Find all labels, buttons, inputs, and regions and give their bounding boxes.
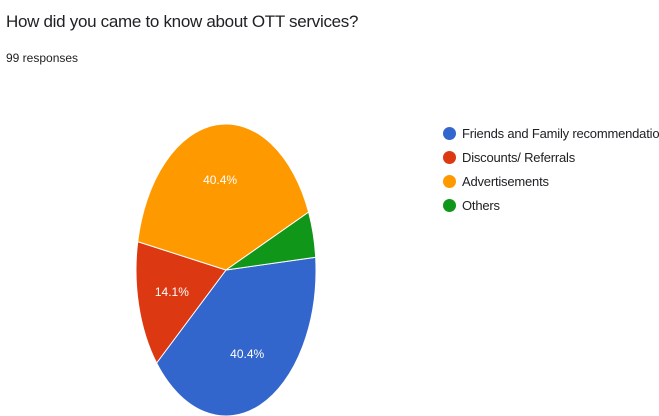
legend-swatch-others [443,198,456,212]
pie-slice-friends-family[interactable] [156,256,317,416]
legend-label-friends-family: Friends and Family recommendation. [462,125,659,141]
pie-slice-advertisements[interactable] [137,123,310,271]
legend-item-discounts-referrals[interactable]: Discounts/ Referrals [443,145,659,169]
pie-label-friends-family: 40.4% [230,347,264,361]
pie-label-advertisements: 40.4% [203,173,237,187]
legend-swatch-discounts-referrals [443,150,456,164]
pie-slice-discounts-referrals[interactable] [135,240,227,364]
legend-item-advertisements[interactable]: Advertisements [443,169,659,193]
chart-legend: Friends and Family recommendation. Disco… [443,121,659,217]
legend-swatch-advertisements [443,174,456,188]
legend-label-others: Others [462,197,500,213]
pie-slice-others[interactable] [225,211,317,271]
response-count: 99 responses [6,51,79,65]
legend-item-others[interactable]: Others [443,193,659,217]
legend-label-discounts-referrals: Discounts/ Referrals [462,149,576,165]
pie-label-discounts-referrals: 14.1% [155,285,189,299]
legend-label-advertisements: Advertisements [462,173,549,189]
legend-item-friends-family[interactable]: Friends and Family recommendation. [443,121,659,145]
chart-title: How did you came to know about OTT servi… [6,12,359,31]
legend-swatch-friends-family [443,126,456,140]
